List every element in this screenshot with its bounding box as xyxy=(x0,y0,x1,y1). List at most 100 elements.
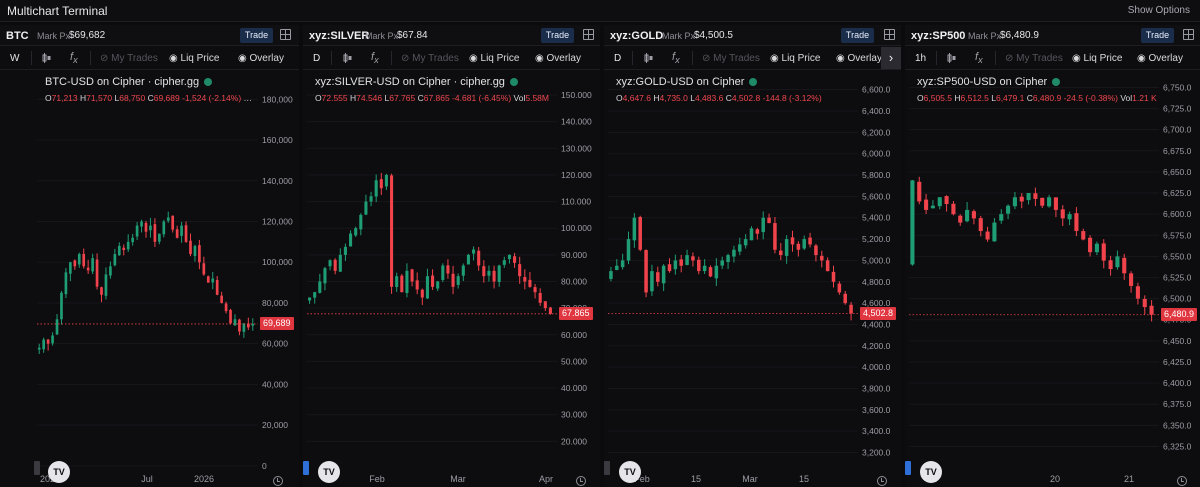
show-options-button[interactable]: Show Options xyxy=(1127,5,1190,16)
overlay-toggle[interactable]: ◉ Overlay xyxy=(238,53,284,64)
overlay-toggle[interactable]: ◉ Overlay xyxy=(836,53,882,64)
interval-selector[interactable]: D xyxy=(313,53,321,64)
clock-icon[interactable] xyxy=(576,476,586,486)
collapse-drawbar-tab[interactable] xyxy=(34,461,40,475)
legend-title-text: xyz:SP500-USD on Cipher xyxy=(917,76,1048,88)
y-axis-tick-label: 160,000 xyxy=(262,135,293,145)
candle-body xyxy=(384,174,388,187)
collapse-drawbar-tab[interactable] xyxy=(604,461,610,475)
overlay-label: Overlay xyxy=(847,53,882,64)
y-axis-tick-label: 140,000 xyxy=(262,176,293,186)
symbol-label[interactable]: xyz:GOLD xyxy=(610,30,664,42)
my-trades-label: My Trades xyxy=(1016,53,1063,64)
interval-selector[interactable]: D xyxy=(614,53,622,64)
liq-price-toggle[interactable]: ◉ Liq Price xyxy=(1072,53,1123,64)
candle-body xyxy=(251,323,255,326)
my-trades-toggle[interactable]: ⊘ My Trades xyxy=(100,53,158,64)
mark-px-value: $6,480.9 xyxy=(1000,30,1039,41)
candle-body xyxy=(755,229,760,234)
candle-body xyxy=(233,319,237,326)
candle-body xyxy=(820,255,824,261)
app-title: Multichart Terminal xyxy=(7,4,108,18)
indicators-fx-icon[interactable]: fx xyxy=(975,51,983,66)
ohlc-low: 67.765 xyxy=(389,93,416,103)
collapse-drawbar-tab[interactable] xyxy=(905,461,911,475)
y-axis-tick-label: 90.000 xyxy=(561,250,587,260)
ohlc-open: 4,647.6 xyxy=(622,93,651,103)
chart-area[interactable]: 180,000 160,000 140,000 120,000 100,000 80,00… xyxy=(0,71,299,487)
candle-body xyxy=(323,268,327,284)
chevron-right-icon[interactable]: › xyxy=(881,47,901,69)
candle-body xyxy=(849,304,853,314)
candle-body xyxy=(802,239,806,249)
trade-button[interactable]: Trade xyxy=(841,28,874,43)
candlestick-chart[interactable]: 6,600.0 6,400.0 6,200.0 6,000.0 5,800.0 5,600… xyxy=(604,71,901,487)
candle-type-icon[interactable] xyxy=(343,53,352,63)
candle-body xyxy=(518,264,522,277)
indicators-fx-icon[interactable]: fx xyxy=(70,51,78,66)
liq-price-toggle[interactable]: ◉ Liq Price xyxy=(770,53,821,64)
y-axis-tick-label: 6,350.0 xyxy=(1163,420,1192,430)
interval-selector[interactable]: W xyxy=(10,53,20,64)
candle-type-icon[interactable] xyxy=(644,53,653,63)
y-axis-tick-label: 3,600.0 xyxy=(862,405,891,415)
candle-body xyxy=(117,245,121,256)
trade-button[interactable]: Trade xyxy=(240,28,273,43)
legend-title: xyz:SP500-USD on Cipher xyxy=(917,76,1061,88)
y-axis-tick-label: 0 xyxy=(262,461,267,471)
indicators-fx-icon[interactable]: fx xyxy=(672,51,680,66)
liq-price-toggle[interactable]: ◉ Liq Price xyxy=(169,53,220,64)
candle-body xyxy=(917,181,922,202)
symbol-label[interactable]: xyz:SILVER xyxy=(309,30,370,42)
candle-body xyxy=(477,250,481,266)
candle-type-icon[interactable] xyxy=(42,53,51,63)
clock-icon[interactable] xyxy=(1177,476,1187,486)
candle-body xyxy=(978,218,983,232)
chart-area[interactable]: 150.000 140.000 130.000 120.000 110.000 100.0… xyxy=(303,71,600,487)
candle-body xyxy=(104,274,108,296)
clock-icon[interactable] xyxy=(877,476,887,486)
my-trades-toggle[interactable]: ⊘ My Trades xyxy=(702,53,760,64)
ohlc-high: 4,735.0 xyxy=(659,93,688,103)
y-axis-tick-label: 150.000 xyxy=(561,90,592,100)
liq-price-toggle[interactable]: ◉ Liq Price xyxy=(469,53,520,64)
candle-body xyxy=(720,260,724,266)
symbol-label[interactable]: BTC xyxy=(6,30,29,42)
candle-body xyxy=(1074,213,1079,232)
candle-body xyxy=(656,272,660,282)
candle-body xyxy=(466,254,470,265)
candle-type-icon[interactable] xyxy=(947,53,956,63)
candlestick-chart[interactable]: 150.000 140.000 130.000 120.000 110.000 100.0… xyxy=(303,71,600,487)
candlestick-chart[interactable]: 6,750.0 6,725.0 6,700.0 6,675.0 6,650.0 6,625… xyxy=(905,71,1200,487)
chart-area[interactable]: 6,600.0 6,400.0 6,200.0 6,000.0 5,800.0 5,600… xyxy=(604,71,901,487)
indicators-fx-icon[interactable]: fx xyxy=(371,51,379,66)
candle-body xyxy=(343,246,347,255)
interval-selector[interactable]: 1h xyxy=(915,53,927,64)
my-trades-toggle[interactable]: ⊘ My Trades xyxy=(401,53,459,64)
candle-body xyxy=(685,255,689,265)
candle-body xyxy=(313,292,317,298)
candle-body xyxy=(364,201,368,215)
chart-panel-btc: BTC Mark Px $69,682 Trade W fx ⊘ My Trad… xyxy=(0,25,299,487)
symbol-label[interactable]: xyz:SP500 xyxy=(911,30,966,42)
layout-grid-icon[interactable] xyxy=(1183,29,1194,40)
my-trades-toggle[interactable]: ⊘ My Trades xyxy=(1005,53,1063,64)
candle-body xyxy=(131,237,134,243)
legend-title: xyz:SILVER-USD on Cipher · cipher.gg xyxy=(315,76,518,88)
y-axis-tick-label: 6,525.0 xyxy=(1163,273,1192,283)
overlay-toggle[interactable]: ◉ Overlay xyxy=(1137,53,1183,64)
y-axis-tick-label: 6,625.0 xyxy=(1163,188,1192,198)
overlay-toggle[interactable]: ◉ Overlay xyxy=(535,53,581,64)
candlestick-chart[interactable]: 180,000 160,000 140,000 120,000 100,000 80,00… xyxy=(0,71,299,487)
ohlc-close: 69,689 xyxy=(153,93,180,103)
clock-icon[interactable] xyxy=(273,476,283,486)
candle-body xyxy=(497,265,501,282)
mark-px-label: Mark Px xyxy=(968,31,1002,41)
chart-area[interactable]: 6,750.0 6,725.0 6,700.0 6,675.0 6,650.0 6,625… xyxy=(905,71,1200,487)
layout-grid-icon[interactable] xyxy=(884,29,895,40)
trade-button[interactable]: Trade xyxy=(541,28,574,43)
collapse-drawbar-tab[interactable] xyxy=(303,461,309,475)
layout-grid-icon[interactable] xyxy=(280,29,291,40)
trade-button[interactable]: Trade xyxy=(1141,28,1174,43)
layout-grid-icon[interactable] xyxy=(583,29,594,40)
